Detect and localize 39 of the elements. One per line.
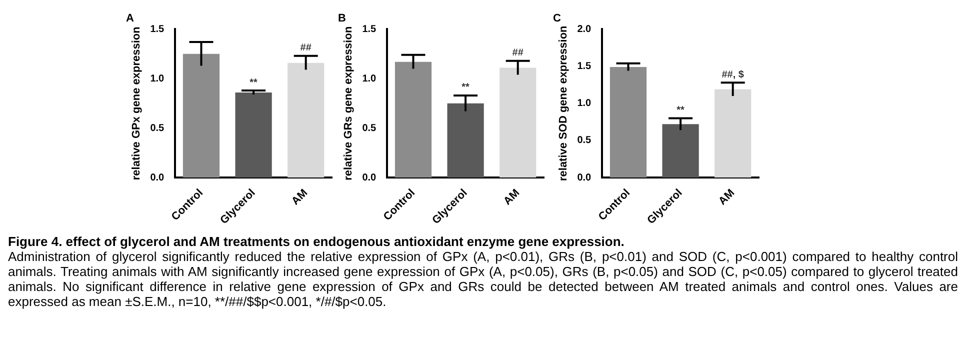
y-tick-label: 1.5: [362, 24, 377, 35]
bar: [447, 103, 484, 178]
bar: [500, 68, 536, 178]
y-tick-label: 1.0: [150, 73, 165, 84]
y-axis-title: relative SOD gene expression: [558, 25, 570, 182]
bar: [288, 62, 324, 178]
y-tick-label: 0.0: [362, 172, 377, 184]
text: Administration of glycerol significantly reduced the relative expression of GPx (A, p<0.01), GRs (B, p<0.01) and SOD (C, p<0.001) compared to healthy control animals. Treating animals with AM significantly increased gene expression of GPx (A, p<0.05), GRs (B, p<0.05) and SOD (C, p<0.05) compared to glycerol treated animals. No significant difference in relative gene expression of GPx and GRs could be detected between AM treated animals and control ones. Values are expressed as mean ±S.E.M., n=10, **/##/$$p<0.001, */#/$p<0.05.: [8, 249, 958, 309]
bar: [662, 124, 699, 178]
annotation: **: [676, 104, 685, 116]
x-tick-label: AM: [716, 186, 738, 208]
annotation: **: [250, 77, 258, 88]
y-tick-label: 0.5: [577, 135, 592, 146]
y-tick-label: 1.0: [362, 73, 377, 84]
y-tick-label: 0.0: [150, 172, 165, 184]
x-tick-label: AM: [502, 186, 522, 208]
bar: [714, 89, 752, 178]
bar: [394, 62, 432, 178]
annotation: **: [462, 82, 470, 94]
y-tick-label: 1.5: [150, 24, 165, 35]
y-tick-label: 0.0: [577, 172, 592, 184]
annotation: ##, $: [722, 69, 744, 80]
y-tick-label: 2.0: [577, 24, 592, 35]
text: Figure 4. effect of glycerol and AM treatments on endogenous antioxidant enzyme gene expression.: [8, 234, 626, 249]
x-tick-label: AM: [290, 186, 310, 208]
annotation: ##: [300, 42, 312, 54]
bar: [182, 54, 220, 178]
bar: [235, 92, 272, 178]
y-tick-label: 0.5: [150, 122, 165, 134]
bar: [610, 67, 647, 178]
chart-title: A: [126, 12, 134, 25]
y-axis-title: relative GPx gene expression: [130, 26, 143, 180]
y-tick-label: 0.5: [362, 122, 377, 134]
annotation: ##: [512, 48, 524, 59]
y-tick-label: 1.0: [577, 98, 592, 110]
chart-title: C: [553, 12, 561, 25]
y-tick-label: 1.5: [577, 61, 592, 72]
chart-title: B: [338, 12, 346, 25]
y-axis-title: relative GRs gene expression: [342, 26, 355, 180]
